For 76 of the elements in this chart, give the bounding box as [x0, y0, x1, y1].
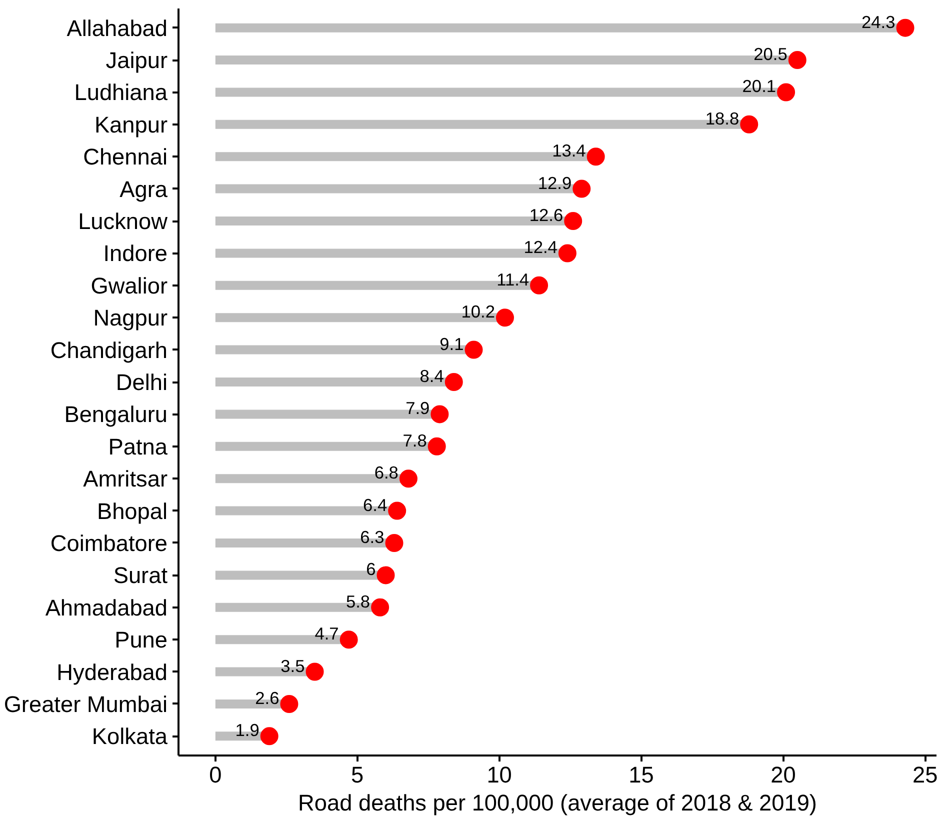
point	[777, 83, 796, 102]
point	[586, 148, 605, 166]
point	[280, 695, 298, 713]
x-tick-label: 0	[209, 762, 222, 788]
y-tick-label: Ahmadabad	[45, 594, 168, 620]
data-label: 12.4	[524, 237, 558, 258]
data-label: 5.8	[346, 591, 370, 612]
x-tick-label: 20	[770, 762, 796, 788]
point	[399, 470, 418, 488]
point	[444, 373, 463, 391]
y-tick-label: Patna	[108, 433, 168, 460]
point	[260, 727, 278, 746]
point	[388, 502, 406, 520]
point	[306, 662, 324, 681]
data-label: 6.8	[374, 462, 398, 483]
data-label: 7.8	[402, 430, 427, 450]
data-label: 11.4	[496, 269, 530, 290]
x-tick-label: 10	[486, 762, 512, 788]
point	[376, 566, 395, 584]
y-tick-label: Ludhiana	[74, 79, 168, 106]
y-tick-label: Amritsar	[83, 466, 168, 492]
x-tick-label: 25	[912, 762, 938, 788]
data-label: 8.4	[420, 366, 444, 386]
y-tick-label: Jaipur	[106, 47, 168, 74]
data-label: 13.4	[552, 140, 586, 161]
data-label: 18.8	[705, 108, 740, 128]
data-label: 7.9	[406, 398, 430, 418]
point	[464, 340, 483, 359]
x-tick-label: 15	[628, 762, 654, 788]
y-tick-label: Chennai	[83, 144, 168, 170]
y-tick-label: Gwalior	[90, 272, 168, 298]
data-label: 10.2	[461, 302, 495, 322]
y-tick-label: Chandigarh	[50, 336, 168, 363]
y-tick-label: Kolkata	[92, 723, 168, 750]
y-tick-label: Pune	[114, 626, 168, 653]
y-tick-label: Allahabad	[66, 14, 168, 41]
data-label: 12.6	[529, 205, 564, 226]
x-tick-label: 5	[351, 762, 364, 788]
data-label: 6.3	[360, 526, 384, 547]
point	[530, 276, 548, 294]
point	[428, 437, 446, 456]
y-tick-label: Delhi	[116, 369, 168, 395]
point	[340, 630, 358, 649]
y-tick-label: Bengaluru	[64, 401, 168, 428]
y-tick-label: Agra	[120, 176, 168, 202]
y-tick-label: Kanpur	[94, 111, 168, 138]
y-tick-label: Hyderabad	[56, 658, 168, 685]
data-label: 12.9	[538, 172, 572, 193]
data-label: 9.1	[440, 334, 464, 354]
y-tick-label: Indore	[103, 240, 168, 266]
y-tick-label: Coimbatore	[50, 530, 168, 556]
y-tick-label: Nagpur	[93, 304, 168, 331]
point	[558, 244, 576, 262]
data-label: 20.1	[742, 76, 776, 96]
point	[496, 308, 514, 327]
data-label: 20.5	[754, 44, 788, 64]
point	[371, 598, 390, 616]
y-tick-label: Lucknow	[78, 208, 168, 234]
data-label: 4.7	[314, 624, 339, 644]
data-label: 3.5	[280, 656, 305, 676]
data-label: 6	[366, 559, 376, 580]
point	[385, 534, 404, 552]
point	[572, 180, 591, 198]
data-label: 6.4	[363, 494, 388, 515]
data-label: 1.9	[235, 720, 260, 740]
data-label: 2.6	[255, 688, 280, 708]
point	[564, 212, 582, 230]
y-tick-label: Surat	[113, 562, 168, 588]
y-tick-label: Bhopal	[96, 498, 168, 524]
data-label: 24.3	[862, 12, 896, 32]
point	[430, 405, 449, 424]
x-axis-title: Road deaths per 100,000 (average of 2018 & 2019)	[298, 790, 817, 816]
point	[788, 51, 806, 69]
point	[896, 18, 914, 37]
point	[740, 115, 758, 134]
y-tick-label: Greater Mumbai	[4, 690, 168, 717]
